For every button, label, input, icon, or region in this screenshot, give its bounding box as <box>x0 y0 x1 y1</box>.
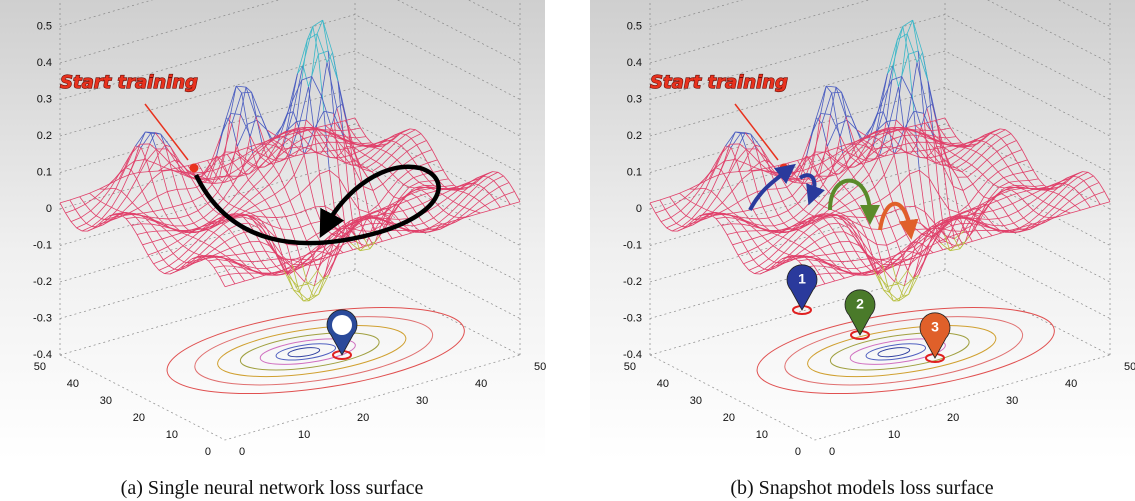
z-tick-label: -0.3 <box>623 312 642 324</box>
right-axis-tick-label: 40 <box>475 378 487 390</box>
start-training-label: Start training <box>60 72 198 93</box>
right-axis-tick-label: 10 <box>888 429 900 441</box>
mesh-line <box>841 261 851 262</box>
left-axis-tick-label: 50 <box>624 361 636 373</box>
z-tick-label: 0.5 <box>37 20 52 32</box>
start-point <box>190 164 199 173</box>
left-axis-tick-label: 0 <box>795 446 801 458</box>
panel: 0.50.40.30.20.10-0.1-0.2-0.3-0.450403020… <box>0 0 546 499</box>
z-tick-label: 0.4 <box>37 57 52 69</box>
z-tick-label: 0 <box>636 203 642 215</box>
mesh-line <box>159 218 169 219</box>
mesh-line <box>314 135 324 136</box>
caption: (b) Snapshot models loss surface <box>730 477 993 499</box>
z-tick-label: 0.2 <box>627 130 642 142</box>
mesh-line <box>315 206 325 207</box>
right-axis-tick-label: 0 <box>829 446 835 458</box>
right-axis-tick-label: 0 <box>239 446 245 458</box>
z-tick-label: -0.2 <box>33 276 52 288</box>
z-tick-label: -0.4 <box>623 349 642 361</box>
right-axis-tick-label: 10 <box>298 429 310 441</box>
z-tick-label: -0.1 <box>33 239 52 251</box>
left-axis-tick-label: 40 <box>657 378 669 390</box>
left-axis-tick-label: 30 <box>100 395 112 407</box>
caption: (a) Single neural network loss surface <box>121 477 424 499</box>
mesh-line <box>904 135 914 136</box>
mesh-line <box>1050 217 1056 218</box>
z-tick-label: 0.3 <box>37 93 52 105</box>
plot-background <box>0 0 545 460</box>
z-tick-label: 0.3 <box>627 93 642 105</box>
left-axis-tick-label: 0 <box>205 446 211 458</box>
mesh-line <box>972 208 978 209</box>
plot-area: 0.5 0.4 0.3 0.2 0.1 0 -0.1 -0.2 -0.3 -0.4 <box>590 0 1135 460</box>
marker-number: 3 <box>931 319 939 335</box>
mesh-line <box>905 206 915 207</box>
z-tick-label: 0.1 <box>627 166 642 178</box>
z-tick-label: 0.5 <box>627 20 642 32</box>
right-axis-tick-label: 20 <box>947 412 959 424</box>
marker-dot <box>332 315 352 335</box>
start-training-label: Start training <box>650 72 788 93</box>
z-tick-label: -0.3 <box>33 312 52 324</box>
left-axis-tick-label: 50 <box>34 361 46 373</box>
z-tick-label: 0.4 <box>627 57 642 69</box>
z-tick-label: 0.1 <box>37 166 52 178</box>
z-tick-label: 0 <box>46 203 52 215</box>
left-axis-tick-label: 30 <box>690 395 702 407</box>
panel: 0.50.40.30.20.10-0.1-0.2-0.3-0.450403020… <box>590 0 1135 499</box>
z-tick-label: -0.4 <box>33 349 52 361</box>
marker-number: 1 <box>798 271 806 287</box>
mesh-line <box>460 217 466 218</box>
marker-number: 2 <box>856 296 864 312</box>
mesh-line <box>251 261 261 262</box>
right-axis-tick-label: 20 <box>357 412 369 424</box>
right-axis-tick-label: 30 <box>1006 395 1018 407</box>
z-tick-label: -0.1 <box>623 239 642 251</box>
left-axis-tick-label: 10 <box>756 429 768 441</box>
right-axis-tick-label: 50 <box>1124 361 1135 373</box>
right-axis-tick-label: 30 <box>416 395 428 407</box>
z-tick-label: 0.2 <box>37 130 52 142</box>
plot-background <box>590 0 1135 460</box>
plot-area: 0.5 0.4 0.3 0.2 0.1 0 -0.1 -0.2 -0.3 -0.4 <box>0 0 545 460</box>
left-axis-tick-label: 40 <box>67 378 79 390</box>
left-axis-tick-label: 10 <box>166 429 178 441</box>
mesh-line <box>382 208 388 209</box>
right-axis-tick-label: 50 <box>534 361 546 373</box>
z-tick-label: -0.2 <box>623 276 642 288</box>
left-axis-tick-label: 20 <box>723 412 735 424</box>
right-axis-tick-label: 40 <box>1065 378 1077 390</box>
mesh-line <box>749 218 759 219</box>
left-axis-tick-label: 20 <box>133 412 145 424</box>
